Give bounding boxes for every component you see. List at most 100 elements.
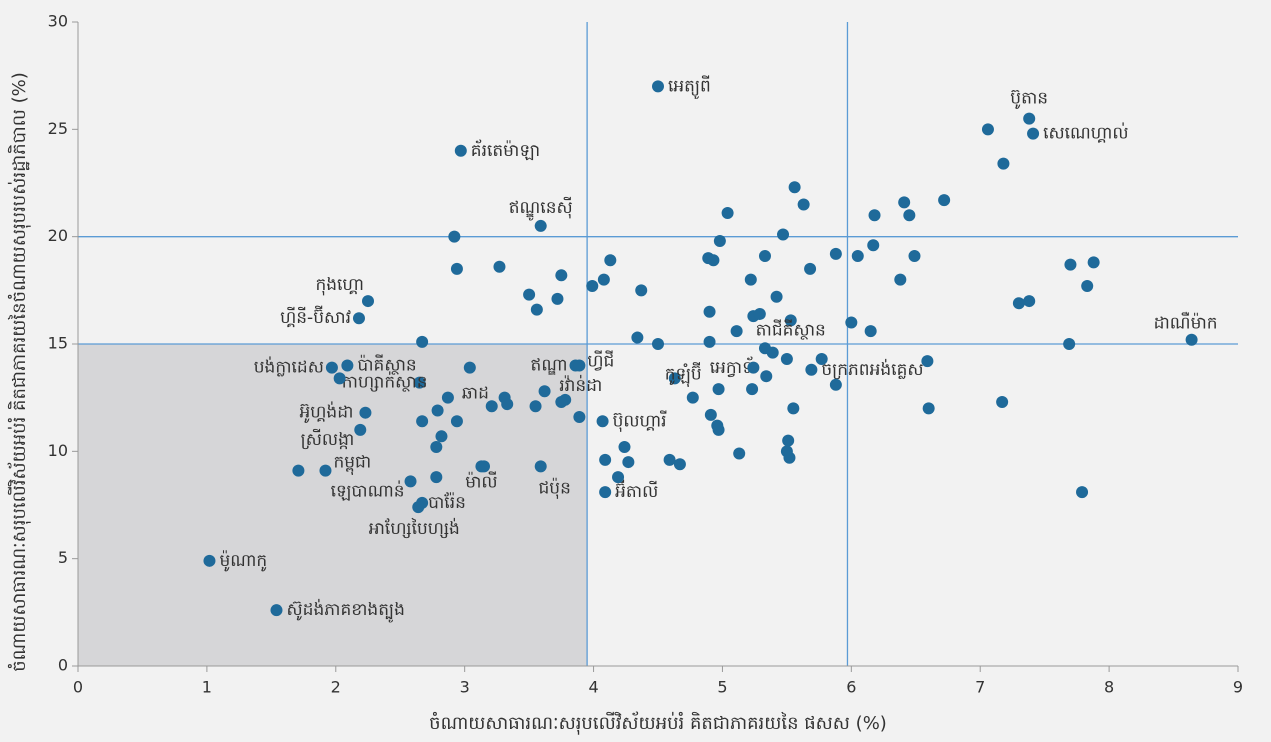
point-label: កម្ពុជា xyxy=(333,453,371,476)
point xyxy=(362,295,374,308)
x-tick-label: 5 xyxy=(717,678,727,697)
point xyxy=(450,415,463,428)
point-label: ហ្គីនី-ប៊ីសាវ xyxy=(280,305,351,328)
point xyxy=(894,273,907,286)
point xyxy=(864,325,877,338)
y-tick-label: 0 xyxy=(58,656,68,675)
point xyxy=(631,331,644,344)
point xyxy=(721,207,734,220)
point xyxy=(635,284,648,297)
x-tick-label: 9 xyxy=(1233,678,1243,697)
point xyxy=(938,194,951,207)
point-label: ឡេបាណាន់ xyxy=(331,479,405,501)
point-label: ឆាដ xyxy=(462,384,489,404)
x-tick-label: 0 xyxy=(73,678,83,697)
point xyxy=(270,604,283,617)
point xyxy=(703,335,716,348)
point-label: ប៊ូតាន xyxy=(1010,89,1048,110)
point xyxy=(534,219,547,232)
point xyxy=(586,280,599,293)
point xyxy=(354,423,367,436)
point xyxy=(463,361,476,374)
x-tick-label: 8 xyxy=(1104,678,1114,697)
point xyxy=(485,400,498,413)
point xyxy=(1023,295,1036,308)
point xyxy=(903,209,916,222)
point xyxy=(730,325,743,338)
point xyxy=(1023,112,1036,125)
point xyxy=(704,408,717,421)
point xyxy=(448,230,461,243)
y-tick-label: 15 xyxy=(48,334,68,353)
point xyxy=(707,254,720,267)
point xyxy=(529,400,542,413)
point xyxy=(622,456,635,469)
point xyxy=(292,464,305,477)
point xyxy=(668,372,681,385)
y-tick-label: 10 xyxy=(48,441,68,460)
point xyxy=(868,209,881,222)
point-label: ប៉ាគីស្ថាន xyxy=(357,353,416,375)
point xyxy=(325,361,338,374)
point-label: ស្រីលង្កា xyxy=(301,428,355,450)
point xyxy=(359,406,372,419)
x-axis-title: ចំណាយសាធារណៈសរុបលើវិស័យអប់រំ គិតជាភាគរយន… xyxy=(429,711,887,735)
point xyxy=(551,292,564,305)
x-tick-label: 2 xyxy=(331,678,341,697)
point xyxy=(1027,127,1040,140)
point xyxy=(787,402,800,415)
point-label: កាហ្សាក់ស្ថាន xyxy=(342,371,428,393)
point-label: បារ៉ែន xyxy=(428,492,466,513)
point-label: អាហ្សែបៃហ្សង់ xyxy=(369,517,460,539)
point-label: ប៊ុលហ្គារី xyxy=(613,409,667,432)
point xyxy=(744,273,757,286)
point-label: សេណេហ្គាល់ xyxy=(1043,122,1129,144)
point xyxy=(921,355,934,368)
point xyxy=(753,307,766,320)
point xyxy=(845,316,858,329)
point xyxy=(981,123,994,136)
point xyxy=(733,447,746,460)
point xyxy=(599,453,612,466)
point xyxy=(530,303,543,316)
point xyxy=(501,398,514,411)
point xyxy=(829,378,842,391)
point xyxy=(430,471,443,484)
y-tick-label: 30 xyxy=(48,12,68,31)
point xyxy=(1087,256,1100,269)
point xyxy=(416,335,429,348)
point xyxy=(1012,297,1025,310)
point xyxy=(867,239,880,252)
point xyxy=(712,383,725,396)
point xyxy=(404,475,417,488)
point xyxy=(604,254,617,267)
point-label: កុងហ្គោ xyxy=(315,275,364,296)
point xyxy=(596,415,609,428)
point xyxy=(573,359,586,372)
y-tick-label: 20 xyxy=(48,226,68,245)
point xyxy=(782,434,795,447)
point xyxy=(431,404,444,417)
point xyxy=(454,144,467,157)
point xyxy=(413,376,426,389)
point-label: តាជីគីស្ថាន xyxy=(756,318,826,340)
point-label: រវ៉ាន់ដា xyxy=(559,374,602,396)
point xyxy=(770,290,783,303)
point xyxy=(1185,333,1198,346)
point-label: ហ្វីជី xyxy=(587,349,614,371)
point xyxy=(829,247,842,260)
point-label: ស៊ូដង់ភាគខាងត្បូង xyxy=(286,598,404,623)
point xyxy=(1076,486,1089,499)
point xyxy=(804,262,817,275)
point xyxy=(416,415,429,428)
point xyxy=(766,346,779,359)
point xyxy=(746,383,759,396)
point xyxy=(1064,258,1077,271)
point xyxy=(851,249,864,262)
point xyxy=(441,391,454,404)
point xyxy=(652,338,664,350)
point xyxy=(493,260,506,273)
point xyxy=(618,441,631,454)
